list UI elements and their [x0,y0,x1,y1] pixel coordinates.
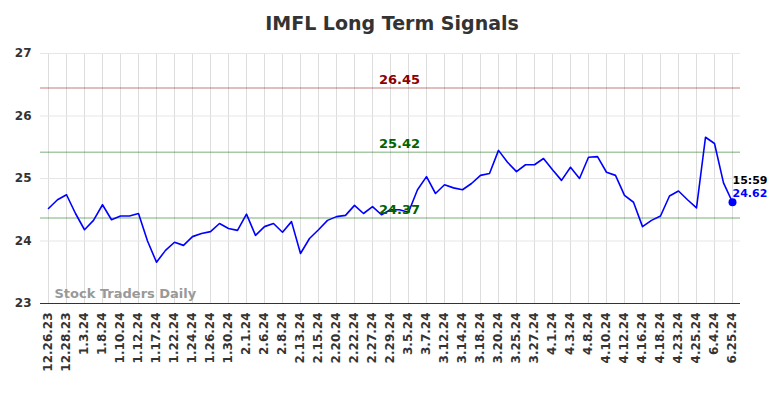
svg-text:4.25.24: 4.25.24 [689,313,703,364]
svg-text:Stock Traders Daily: Stock Traders Daily [55,286,197,301]
svg-text:4.3.24: 4.3.24 [563,313,577,356]
svg-text:2.27.24: 2.27.24 [365,313,379,364]
svg-text:1.30.24: 1.30.24 [221,313,235,364]
svg-text:3.25.24: 3.25.24 [509,313,523,364]
svg-text:4.18.24: 4.18.24 [653,313,667,364]
svg-text:4.8.24: 4.8.24 [581,313,595,356]
svg-text:1.17.24: 1.17.24 [149,313,163,364]
svg-text:3.7.24: 3.7.24 [419,313,433,356]
svg-text:4.16.24: 4.16.24 [635,313,649,364]
svg-text:4.23.24: 4.23.24 [671,313,685,364]
svg-text:1.12.24: 1.12.24 [131,313,145,364]
svg-text:1.8.24: 1.8.24 [95,313,109,356]
svg-text:4.10.24: 4.10.24 [599,313,613,364]
svg-text:1.3.24: 1.3.24 [77,313,91,356]
html-text:IMFL Long Term Signals: IMFL Long Term Signals [265,12,519,34]
svg-text:15:59: 15:59 [733,174,768,187]
svg-text:12.26.23: 12.26.23 [41,313,55,372]
svg-text:23: 23 [15,296,32,310]
svg-text:3.12.24: 3.12.24 [437,313,451,364]
svg-text:3.18.24: 3.18.24 [473,313,487,364]
svg-text:1.10.24: 1.10.24 [113,313,127,364]
svg-text:4.1.24: 4.1.24 [545,313,559,356]
svg-text:2.1.24: 2.1.24 [239,313,253,356]
svg-text:26.45: 26.45 [379,72,420,87]
svg-text:2.6.24: 2.6.24 [257,313,271,356]
svg-text:2.8.24: 2.8.24 [275,313,289,356]
svg-text:3.14.24: 3.14.24 [455,313,469,364]
svg-text:1.26.24: 1.26.24 [203,313,217,364]
svg-text:25: 25 [15,171,32,185]
svg-text:2.22.24: 2.22.24 [347,313,361,364]
svg-text:3.20.24: 3.20.24 [491,313,505,364]
svg-text:24.62: 24.62 [733,187,768,200]
svg-text:1.22.24: 1.22.24 [167,313,181,364]
svg-text:3.5.24: 3.5.24 [401,313,415,356]
svg-text:6.4.24: 6.4.24 [707,313,721,356]
svg-text:25.42: 25.42 [379,136,420,151]
svg-text:2.15.24: 2.15.24 [311,313,325,364]
svg-text:2.20.24: 2.20.24 [329,313,343,364]
svg-text:27: 27 [15,46,32,60]
svg-text:2.29.24: 2.29.24 [383,313,397,364]
svg-text:24: 24 [15,234,32,248]
svg-text:12.28.23: 12.28.23 [59,313,73,372]
svg-text:4.12.24: 4.12.24 [617,313,631,364]
svg-text:24.37: 24.37 [379,202,420,217]
svg-text:6.25.24: 6.25.24 [725,313,739,364]
svg-text:3.27.24: 3.27.24 [527,313,541,364]
svg-text:1.24.24: 1.24.24 [185,313,199,364]
svg-text:26: 26 [15,109,32,123]
svg-text:2.13.24: 2.13.24 [293,313,307,364]
